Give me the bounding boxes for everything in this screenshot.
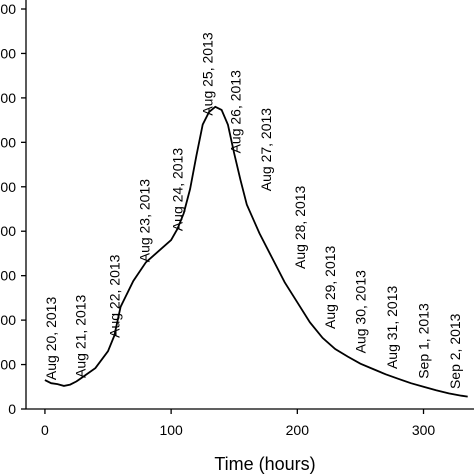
- y-tick-label: 00: [0, 312, 16, 328]
- date-annotation: Aug 20, 2013: [43, 297, 59, 381]
- date-annotation: Aug 22, 2013: [106, 254, 122, 338]
- series-line: [44, 105, 468, 398]
- x-tick-label: 200: [286, 422, 310, 438]
- date-annotation: Aug 23, 2013: [137, 179, 153, 263]
- date-annotation: Aug 28, 2013: [292, 185, 308, 269]
- x-tick-label: 100: [159, 422, 183, 438]
- y-tick-label: 0: [8, 401, 16, 417]
- x-tick-label: 0: [41, 422, 49, 438]
- annotation-group: Aug 20, 2013 Aug 21, 2013 Aug 22, 2013 Aug …: [43, 32, 463, 389]
- date-annotation: Sep 1, 2013: [415, 303, 431, 379]
- date-annotation: Aug 24, 2013: [169, 148, 185, 232]
- date-annotation: Sep 2, 2013: [447, 313, 463, 389]
- y-tick-label: 00: [0, 1, 16, 17]
- y-tick-label: 00: [0, 268, 16, 284]
- date-annotation: Aug 25, 2013: [200, 32, 216, 116]
- date-annotation: Aug 30, 2013: [352, 270, 368, 354]
- date-annotation: Aug 27, 2013: [258, 108, 274, 192]
- x-axis-title: Time (hours): [214, 454, 315, 474]
- plot-axes: [25, 0, 474, 410]
- date-annotation: Aug 26, 2013: [228, 70, 244, 154]
- date-annotation: Aug 31, 2013: [384, 286, 400, 370]
- date-annotation: Aug 29, 2013: [322, 245, 338, 329]
- series-group: [44, 105, 468, 398]
- y-tick-label: 00: [0, 90, 16, 106]
- y-tick-label: 00: [0, 45, 16, 61]
- y-tick-label: 00: [0, 357, 16, 373]
- y-tick-label: 00: [0, 223, 16, 239]
- y-tick-label: 00: [0, 179, 16, 195]
- x-tick-label: 300: [412, 422, 436, 438]
- y-tick-label: 00: [0, 134, 16, 150]
- date-annotation: Aug 21, 2013: [72, 294, 88, 378]
- x-ticks: 0 100 200 300: [41, 409, 435, 438]
